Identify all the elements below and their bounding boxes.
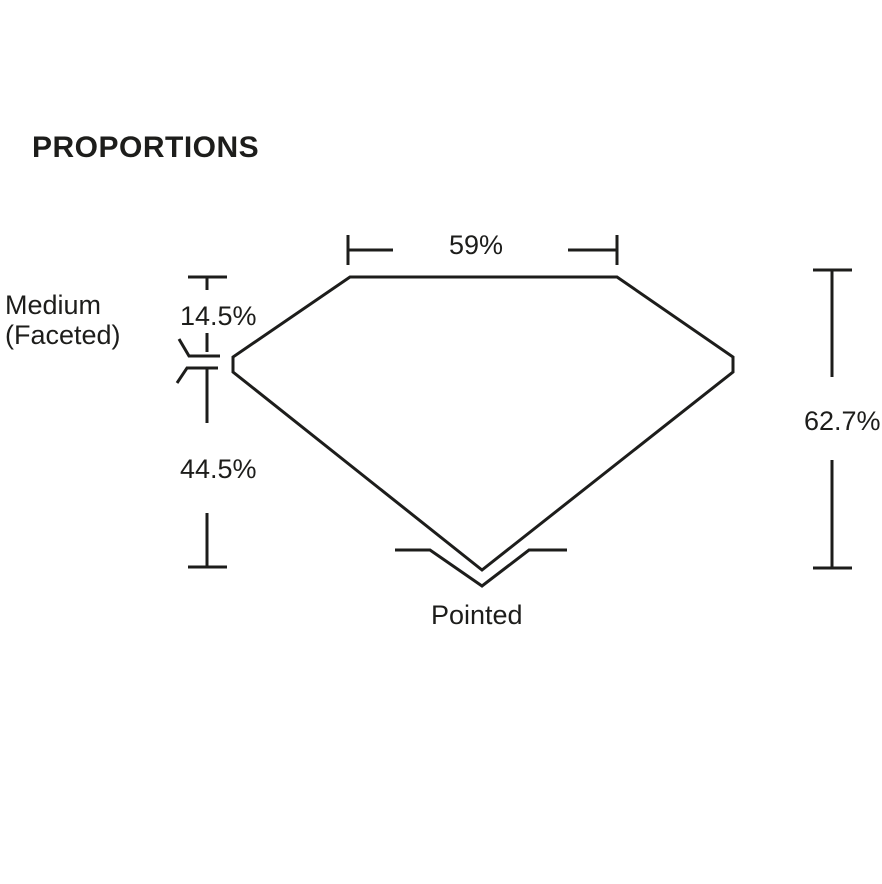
page-title: PROPORTIONS (32, 131, 260, 164)
girdle-lower-mark (175, 366, 218, 384)
girdle-upper-mark (177, 338, 220, 358)
diamond-outline (231, 275, 735, 572)
pavilion-depth-value: 44.5% (180, 454, 257, 484)
total-depth-value: 62.7% (804, 406, 881, 436)
table-width-value: 59% (449, 230, 504, 260)
girdle-label-line2: (Faceted) (5, 320, 121, 350)
crown-height-value: 14.5% (180, 301, 257, 331)
culet-pointed-mark (395, 548, 567, 588)
crown-pavilion-dimension (175, 275, 227, 569)
culet-label: Pointed (431, 600, 523, 630)
girdle-label-line1: Medium (5, 290, 102, 320)
girdle-thickness-label: Medium (Faceted) (5, 290, 121, 350)
total-depth-dimension (813, 268, 852, 570)
table-width-dimension (346, 235, 619, 265)
